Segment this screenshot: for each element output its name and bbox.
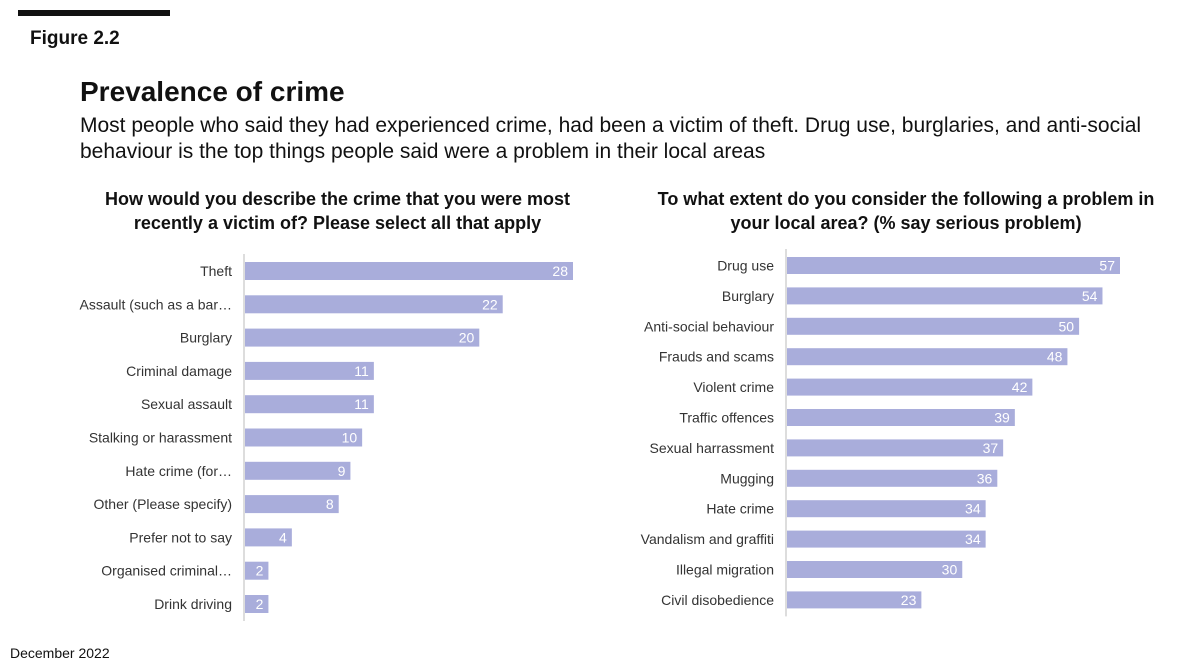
right-value-label: 57 <box>1099 258 1115 274</box>
left-value-label: 8 <box>326 496 334 512</box>
right-category-label: Sexual harrassment <box>649 440 774 456</box>
top-rule <box>18 10 170 16</box>
left-value-label: 20 <box>459 330 475 346</box>
right-value-label: 37 <box>983 440 999 456</box>
left-category-label: Other (Please specify) <box>94 496 233 512</box>
right-value-label: 30 <box>942 562 958 578</box>
right-value-label: 36 <box>977 470 993 486</box>
right-category-label: Traffic offences <box>679 410 774 426</box>
right-value-label: 42 <box>1012 379 1028 395</box>
right-bar <box>787 348 1068 366</box>
left-value-label: 4 <box>279 529 287 545</box>
right-bar <box>787 317 1080 335</box>
left-bar <box>245 495 339 514</box>
left-bar <box>245 528 292 547</box>
right-category-label: Anti-social behaviour <box>644 318 774 334</box>
left-value-label: 2 <box>256 596 264 612</box>
right-category-label: Drug use <box>717 258 774 274</box>
right-category-label: Burglary <box>722 288 774 304</box>
right-chart-title: To what extent do you consider the follo… <box>657 189 1155 233</box>
left-category-label: Criminal damage <box>126 363 232 379</box>
left-category-label: Assault (such as a bar… <box>79 296 232 312</box>
right-bar <box>787 287 1103 305</box>
right-category-label: Hate crime <box>706 501 774 517</box>
right-bar <box>787 500 986 518</box>
right-value-label: 50 <box>1059 318 1075 334</box>
right-category-label: Frauds and scams <box>659 349 774 365</box>
left-category-label: Stalking or harassment <box>89 430 232 446</box>
right-bar <box>787 439 1004 457</box>
left-value-label: 2 <box>256 563 264 579</box>
left-category-label: Sexual assault <box>141 396 232 412</box>
right-bar <box>787 409 1015 426</box>
right-value-label: 34 <box>965 501 981 517</box>
left-chart-title: How would you describe the crime that yo… <box>104 189 571 233</box>
right-bar <box>787 561 963 578</box>
page-subtitle: Most people who said they had experience… <box>80 114 1142 163</box>
right-category-label: Violent crime <box>693 379 774 395</box>
left-category-label: Drink driving <box>154 596 232 612</box>
figure-label: Figure 2.2 <box>30 28 120 49</box>
left-bar <box>245 428 363 447</box>
right-bar <box>787 257 1120 274</box>
left-bar <box>245 561 269 580</box>
left-value-label: 28 <box>552 263 568 279</box>
left-category-label: Burglary <box>180 330 232 346</box>
left-value-label: 10 <box>342 430 358 446</box>
right-value-label: 54 <box>1082 288 1098 304</box>
left-bar <box>245 361 374 380</box>
right-value-label: 48 <box>1047 349 1063 365</box>
right-category-label: Civil disobedience <box>661 592 774 608</box>
left-bar <box>245 262 573 280</box>
left-bar <box>245 595 269 613</box>
left-value-label: 11 <box>354 396 369 412</box>
right-value-label: 34 <box>965 531 981 547</box>
right-bar-chart: Drug use 57 Burglary 54 Anti-social behaviou… <box>641 249 1120 617</box>
right-bar <box>787 469 998 487</box>
left-bar <box>245 295 503 314</box>
right-value-label: 39 <box>994 410 1010 426</box>
left-category-label: Organised criminal… <box>101 563 232 579</box>
right-bar <box>787 591 922 609</box>
left-value-label: 11 <box>354 363 369 379</box>
left-value-label: 9 <box>338 463 346 479</box>
page-title: Prevalence of crime <box>80 76 345 107</box>
footer-date: December 2022 <box>10 645 110 661</box>
left-bar <box>245 461 351 480</box>
right-category-label: Vandalism and graffiti <box>641 531 774 547</box>
right-category-label: Mugging <box>720 470 774 486</box>
right-value-label: 23 <box>901 592 917 608</box>
right-category-label: Illegal migration <box>676 562 774 578</box>
left-category-label: Hate crime (for… <box>125 463 232 479</box>
right-bar <box>787 530 986 548</box>
left-bar <box>245 328 480 347</box>
left-bar <box>245 395 374 414</box>
left-category-label: Prefer not to say <box>129 529 232 545</box>
left-value-label: 22 <box>482 296 498 312</box>
right-bar <box>787 378 1033 396</box>
left-category-label: Theft <box>200 263 232 279</box>
